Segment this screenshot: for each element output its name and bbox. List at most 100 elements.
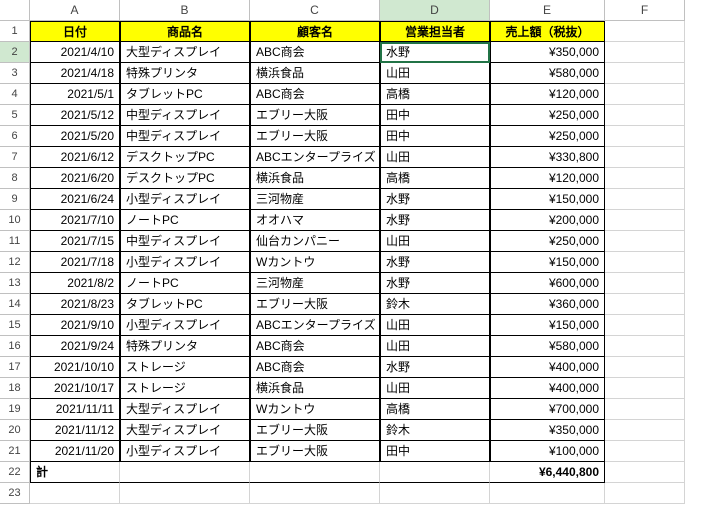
cell-F12[interactable] [605,252,685,273]
cell-F2[interactable] [605,42,685,63]
cell-date-2[interactable]: 2021/4/10 [30,42,120,63]
cell-empty-5[interactable] [605,483,685,504]
cell-amount-4[interactable]: ¥120,000 [490,84,605,105]
cell-product-18[interactable]: ストレージ [120,378,250,399]
cell-amount-13[interactable]: ¥600,000 [490,273,605,294]
cell-rep-7[interactable]: 山田 [380,147,490,168]
cell-F3[interactable] [605,63,685,84]
cell-product-21[interactable]: 小型ディスプレイ [120,441,250,462]
cell-F15[interactable] [605,315,685,336]
cell-rep-17[interactable]: 水野 [380,357,490,378]
cell-amount-21[interactable]: ¥100,000 [490,441,605,462]
spreadsheet-grid[interactable]: ABCDEF1日付商品名顧客名営業担当者売上額（税抜）22021/4/10大型デ… [0,0,722,504]
cell-rep-16[interactable]: 山田 [380,336,490,357]
cell-amount-10[interactable]: ¥200,000 [490,210,605,231]
cell-product-8[interactable]: デスクトップPC [120,168,250,189]
row-head-14[interactable]: 14 [0,294,30,315]
cell-amount-18[interactable]: ¥400,000 [490,378,605,399]
cell-amount-6[interactable]: ¥250,000 [490,126,605,147]
cell-rep-11[interactable]: 山田 [380,231,490,252]
cell-rep-19[interactable]: 高橋 [380,399,490,420]
cell-product-14[interactable]: タブレットPC [120,294,250,315]
cell-customer-10[interactable]: オオハマ [250,210,380,231]
row-head-1[interactable]: 1 [0,21,30,42]
row-head-4[interactable]: 4 [0,84,30,105]
row-head-23[interactable]: 23 [0,483,30,504]
cell-date-11[interactable]: 2021/7/15 [30,231,120,252]
cell-product-9[interactable]: 小型ディスプレイ [120,189,250,210]
row-head-20[interactable]: 20 [0,420,30,441]
row-head-8[interactable]: 8 [0,168,30,189]
cell-date-9[interactable]: 2021/6/24 [30,189,120,210]
cell-F18[interactable] [605,378,685,399]
row-head-11[interactable]: 11 [0,231,30,252]
cell-date-16[interactable]: 2021/9/24 [30,336,120,357]
cell-customer-4[interactable]: ABC商会 [250,84,380,105]
row-head-7[interactable]: 7 [0,147,30,168]
cell-F21[interactable] [605,441,685,462]
cell-date-7[interactable]: 2021/6/12 [30,147,120,168]
cell-F13[interactable] [605,273,685,294]
cell-date-18[interactable]: 2021/10/17 [30,378,120,399]
cell-date-19[interactable]: 2021/11/11 [30,399,120,420]
cell-customer-3[interactable]: 横浜食品 [250,63,380,84]
cell-product-2[interactable]: 大型ディスプレイ [120,42,250,63]
cell-rep-14[interactable]: 鈴木 [380,294,490,315]
cell-date-3[interactable]: 2021/4/18 [30,63,120,84]
cell-product-20[interactable]: 大型ディスプレイ [120,420,250,441]
cell-product-11[interactable]: 中型ディスプレイ [120,231,250,252]
cell-customer-6[interactable]: エブリー大阪 [250,126,380,147]
cell-F1[interactable] [605,21,685,42]
row-head-2[interactable]: 2 [0,42,30,63]
cell-customer-14[interactable]: エブリー大阪 [250,294,380,315]
col-head-E[interactable]: E [490,0,605,21]
cell-date-13[interactable]: 2021/8/2 [30,273,120,294]
cell-F16[interactable] [605,336,685,357]
cell-empty-3[interactable] [380,483,490,504]
cell-date-4[interactable]: 2021/5/1 [30,84,120,105]
cell-amount-9[interactable]: ¥150,000 [490,189,605,210]
cell-amount-17[interactable]: ¥400,000 [490,357,605,378]
cell-customer-17[interactable]: ABC商会 [250,357,380,378]
row-head-10[interactable]: 10 [0,210,30,231]
cell-rep-6[interactable]: 田中 [380,126,490,147]
cell-amount-11[interactable]: ¥250,000 [490,231,605,252]
cell-rep-8[interactable]: 高橋 [380,168,490,189]
cell-empty-0[interactable] [30,483,120,504]
col-head-F[interactable]: F [605,0,685,21]
cell-date-21[interactable]: 2021/11/20 [30,441,120,462]
cell-date-10[interactable]: 2021/7/10 [30,210,120,231]
row-head-9[interactable]: 9 [0,189,30,210]
cell-customer-11[interactable]: 仙台カンパニー [250,231,380,252]
cell-product-16[interactable]: 特殊プリンタ [120,336,250,357]
cell-customer-5[interactable]: エブリー大阪 [250,105,380,126]
row-head-5[interactable]: 5 [0,105,30,126]
cell-customer-12[interactable]: Wカントウ [250,252,380,273]
cell-amount-7[interactable]: ¥330,800 [490,147,605,168]
cell-product-6[interactable]: 中型ディスプレイ [120,126,250,147]
cell-customer-20[interactable]: エブリー大阪 [250,420,380,441]
cell-date-14[interactable]: 2021/8/23 [30,294,120,315]
cell-F19[interactable] [605,399,685,420]
cell-rep-18[interactable]: 山田 [380,378,490,399]
cell-customer-7[interactable]: ABCエンタープライズ [250,147,380,168]
cell-F4[interactable] [605,84,685,105]
cell-product-7[interactable]: デスクトップPC [120,147,250,168]
cell-rep-12[interactable]: 水野 [380,252,490,273]
cell-product-5[interactable]: 中型ディスプレイ [120,105,250,126]
cell-product-13[interactable]: ノートPC [120,273,250,294]
cell-F17[interactable] [605,357,685,378]
cell-customer-2[interactable]: ABC商会 [250,42,380,63]
cell-F6[interactable] [605,126,685,147]
cell-empty-4[interactable] [490,483,605,504]
row-head-16[interactable]: 16 [0,336,30,357]
row-head-18[interactable]: 18 [0,378,30,399]
row-head-21[interactable]: 21 [0,441,30,462]
cell-F22[interactable] [605,462,685,483]
cell-product-10[interactable]: ノートPC [120,210,250,231]
cell-F20[interactable] [605,420,685,441]
cell-amount-16[interactable]: ¥580,000 [490,336,605,357]
cell-F8[interactable] [605,168,685,189]
cell-product-4[interactable]: タブレットPC [120,84,250,105]
cell-rep-21[interactable]: 田中 [380,441,490,462]
